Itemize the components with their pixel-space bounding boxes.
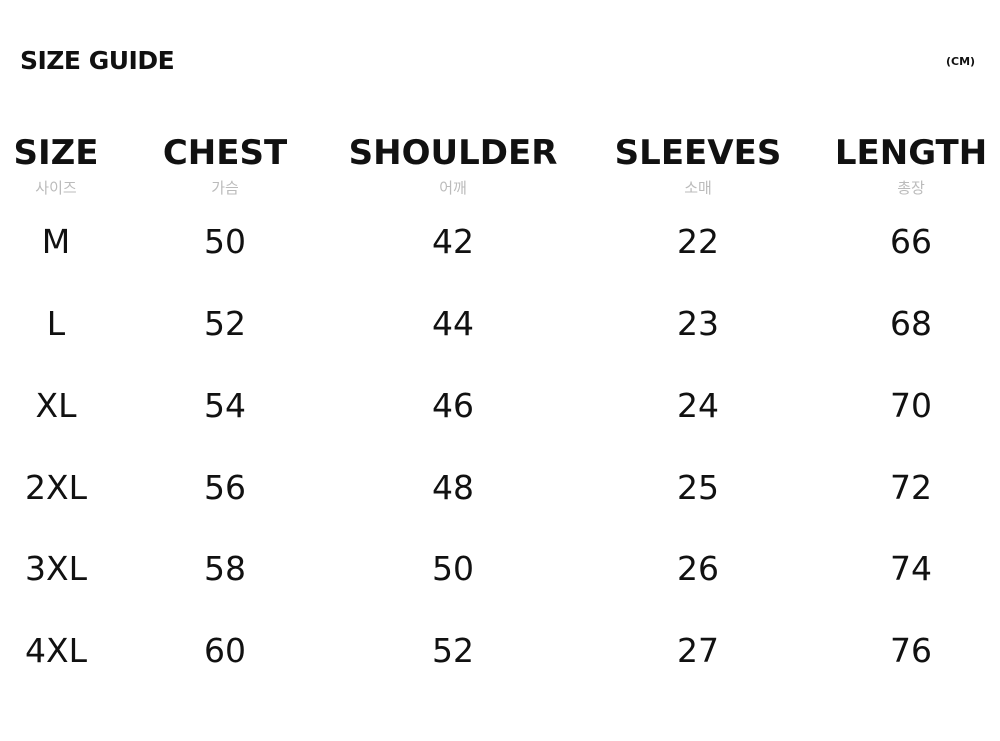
column-header: SLEEVES [614,133,782,173]
table-cell: 42 [432,222,474,261]
table-cell: 22 [677,222,719,261]
table-cell: 4XL [25,631,87,670]
column-subheader: 어깨 [439,179,467,197]
column-header: SHOULDER [348,133,558,173]
table-cell: 60 [204,631,246,670]
table-cell: 46 [432,386,474,425]
table-cell: XL [35,386,77,425]
column-header: LENGTH [834,133,988,173]
table-cell: 23 [677,304,719,343]
table-cell: 68 [890,304,932,343]
table-cell: 24 [677,386,719,425]
table-cell: 48 [432,468,474,507]
column-subheader: 소매 [684,179,712,197]
table-cell: 54 [204,386,246,425]
table-cell: L [46,304,66,343]
column-header: CHEST [162,133,288,173]
table-cell: 52 [432,631,474,670]
table-cell: 66 [890,222,932,261]
table-cell: M [41,222,71,261]
table-cell: 50 [204,222,246,261]
column-subheader: 가슴 [211,179,239,197]
column-header: SIZE [13,133,99,173]
table-cell: 56 [204,468,246,507]
table-cell: 58 [204,549,246,588]
table-cell: 26 [677,549,719,588]
table-cell: 72 [890,468,932,507]
table-cell: 27 [677,631,719,670]
table-cell: 52 [204,304,246,343]
column-subheader: 사이즈 [35,179,77,197]
table-cell: 74 [890,549,932,588]
table-cell: 44 [432,304,474,343]
column-subheader: 총장 [897,179,925,197]
page-title: SIZE GUIDE [20,46,175,75]
table-cell: 25 [677,468,719,507]
table-cell: 70 [890,386,932,425]
table-cell: 76 [890,631,932,670]
unit-label: (CM) [946,55,976,68]
table-cell: 2XL [25,468,87,507]
table-cell: 3XL [25,549,87,588]
table-cell: 50 [432,549,474,588]
